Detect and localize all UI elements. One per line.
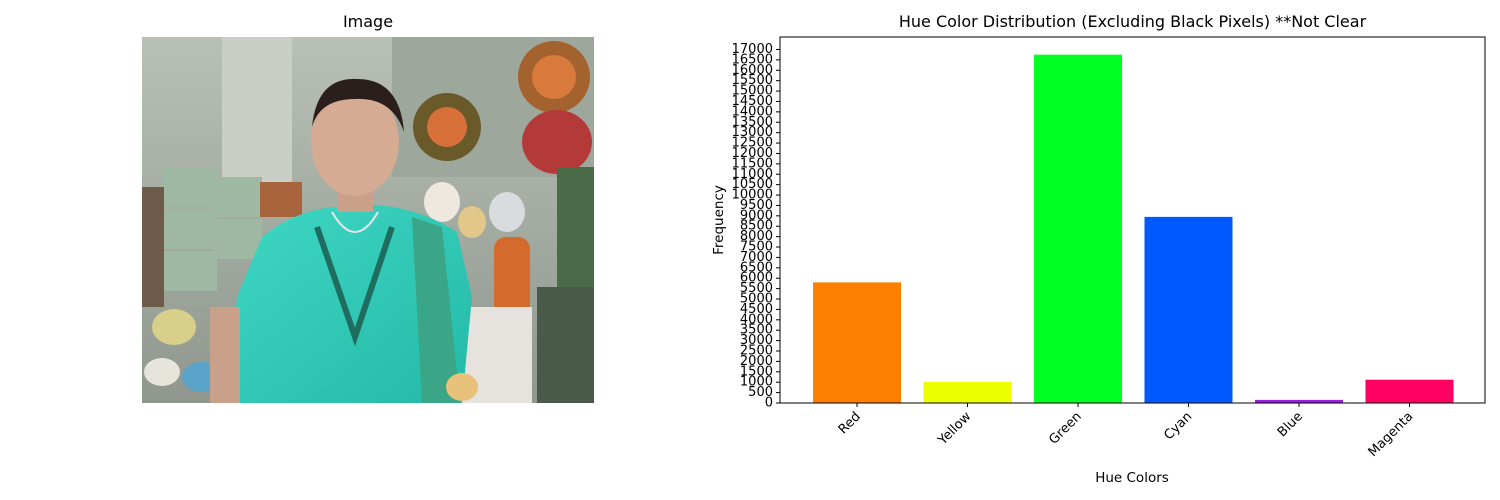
bar-yellow xyxy=(923,381,1012,403)
y-tick-label: 2500 xyxy=(740,344,773,359)
y-tick-label: 3000 xyxy=(740,333,773,348)
y-axis-ticks: 0500100015002000250030003500400045005000… xyxy=(732,42,780,411)
y-tick-label: 7000 xyxy=(740,250,773,265)
x-tick-label-green: Green xyxy=(1046,409,1084,447)
bar-blue xyxy=(1255,399,1343,403)
y-tick-label: 9000 xyxy=(740,208,773,223)
y-tick-label: 14500 xyxy=(732,94,773,109)
y-tick-label: 5000 xyxy=(740,292,773,307)
x-tick-label-yellow: Yellow xyxy=(935,409,975,449)
y-tick-label: 8500 xyxy=(740,219,773,234)
y-tick-label: 11000 xyxy=(732,167,773,182)
y-tick-label: 500 xyxy=(748,385,773,400)
y-tick-label: 11500 xyxy=(732,156,773,171)
y-tick-label: 15000 xyxy=(732,84,773,99)
x-axis-label: Hue Colors xyxy=(1095,470,1169,486)
y-tick-label: 16000 xyxy=(732,63,773,78)
y-tick-label: 4000 xyxy=(740,312,773,327)
x-tick-label-red: Red xyxy=(836,409,864,437)
image-panel-title: Image xyxy=(342,12,394,31)
y-tick-label: 1000 xyxy=(740,375,773,390)
y-tick-label: 12000 xyxy=(732,146,773,161)
y-tick-label: 6500 xyxy=(740,260,773,275)
y-tick-label: 0 xyxy=(765,396,773,411)
y-tick-label: 13500 xyxy=(732,115,773,130)
x-axis-ticks: Red Yellow Green Cyan Blue Magenta xyxy=(836,403,1417,460)
y-tick-label: 5500 xyxy=(740,281,773,296)
x-tick-label-magenta: Magenta xyxy=(1366,409,1417,460)
x-tick-label-cyan: Cyan xyxy=(1161,409,1195,443)
y-tick-label: 10500 xyxy=(732,177,773,192)
bar-cyan xyxy=(1144,216,1233,403)
y-tick-label: 4500 xyxy=(740,302,773,317)
photo xyxy=(142,37,594,403)
y-axis-label: Frequency xyxy=(711,185,727,255)
y-tick-label: 9500 xyxy=(740,198,773,213)
x-tick-label-blue: Blue xyxy=(1275,409,1306,440)
bar-magenta xyxy=(1365,379,1454,403)
plot-frame xyxy=(779,36,1486,404)
y-tick-label: 1500 xyxy=(740,364,773,379)
y-tick-label: 10000 xyxy=(732,188,773,203)
y-tick-label: 2000 xyxy=(740,354,773,369)
y-tick-label: 13000 xyxy=(732,125,773,140)
chart-title: Hue Color Distribution (Excluding Black … xyxy=(898,12,1367,31)
y-tick-label: 16500 xyxy=(732,52,773,67)
y-tick-label: 12500 xyxy=(732,136,773,151)
bar-green xyxy=(1034,54,1122,403)
bars xyxy=(813,54,1454,403)
y-tick-label: 7500 xyxy=(740,240,773,255)
y-tick-label: 6000 xyxy=(740,271,773,286)
y-tick-label: 15500 xyxy=(732,73,773,88)
y-tick-label: 17000 xyxy=(732,42,773,57)
bar-red xyxy=(813,282,901,403)
y-tick-label: 3500 xyxy=(740,323,773,338)
y-tick-label: 14000 xyxy=(732,104,773,119)
y-tick-label: 8000 xyxy=(740,229,773,244)
